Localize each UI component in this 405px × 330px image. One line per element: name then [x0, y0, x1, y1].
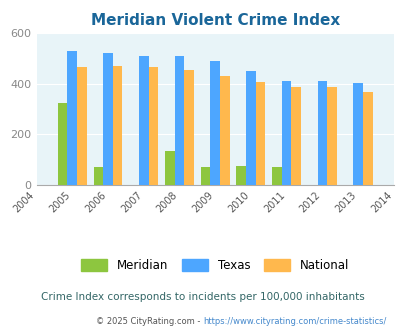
Bar	[362, 92, 372, 185]
Bar	[317, 81, 326, 185]
Bar	[210, 61, 220, 185]
Text: © 2025 CityRating.com -: © 2025 CityRating.com -	[96, 317, 202, 326]
Bar	[271, 167, 281, 185]
Bar	[236, 166, 245, 185]
Bar	[326, 87, 336, 185]
Legend: Meridian, Texas, National: Meridian, Texas, National	[76, 254, 353, 277]
Text: https://www.cityrating.com/crime-statistics/: https://www.cityrating.com/crime-statist…	[202, 317, 386, 326]
Bar	[245, 71, 255, 185]
Bar	[67, 51, 77, 185]
Bar	[200, 167, 210, 185]
Bar	[352, 83, 362, 185]
Bar	[184, 70, 194, 185]
Bar	[220, 76, 229, 185]
Bar	[291, 87, 301, 185]
Bar	[93, 167, 103, 185]
Text: Crime Index corresponds to incidents per 100,000 inhabitants: Crime Index corresponds to incidents per…	[41, 292, 364, 302]
Title: Meridian Violent Crime Index: Meridian Violent Crime Index	[90, 13, 339, 28]
Bar	[281, 81, 291, 185]
Bar	[174, 56, 184, 185]
Bar	[139, 56, 148, 185]
Bar	[148, 67, 158, 185]
Bar	[103, 53, 113, 185]
Bar	[77, 67, 87, 185]
Bar	[255, 82, 265, 185]
Bar	[164, 150, 174, 185]
Bar	[58, 103, 67, 185]
Bar	[113, 66, 122, 185]
